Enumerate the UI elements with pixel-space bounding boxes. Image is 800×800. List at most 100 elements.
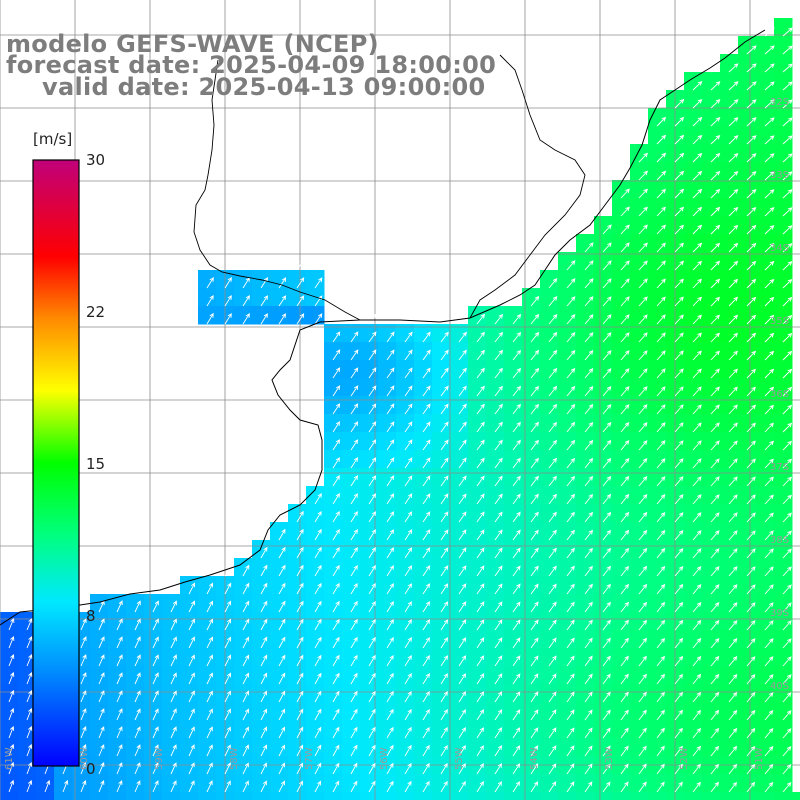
wind-arrow	[764, 45, 775, 55]
wind-speed-cell	[576, 648, 595, 667]
wind-arrow	[764, 332, 775, 343]
wind-speed-cell	[594, 684, 613, 703]
wind-speed-cell	[738, 324, 757, 343]
wind-speed-cell	[576, 252, 595, 271]
wind-arrow	[638, 547, 648, 559]
wind-arrow	[512, 493, 521, 505]
wind-speed-cell	[630, 702, 649, 721]
wind-speed-cell	[342, 540, 361, 559]
wind-speed-cell	[540, 774, 559, 793]
wind-arrow	[764, 27, 775, 37]
wind-speed-cell	[432, 648, 451, 667]
wind-arrow	[638, 152, 648, 163]
wind-arrow	[422, 744, 430, 757]
wind-speed-cell	[774, 450, 793, 469]
wind-arrow	[368, 529, 376, 541]
wind-speed-cell	[396, 612, 415, 631]
wind-arrow	[674, 583, 684, 595]
wind-arrow	[728, 602, 738, 613]
wind-arrow	[116, 708, 123, 721]
wind-arrow	[494, 511, 503, 523]
wind-speed-cell	[756, 252, 775, 271]
wind-arrow	[584, 655, 593, 667]
wind-arrow	[278, 582, 286, 595]
wind-arrow	[458, 673, 467, 685]
wind-speed-cell	[648, 504, 667, 523]
wind-arrow	[350, 493, 358, 505]
wind-speed-cell	[594, 396, 613, 415]
wind-speed-cell	[252, 792, 271, 800]
wind-speed-cell	[702, 252, 721, 271]
wind-speed-cell	[540, 666, 559, 685]
wind-arrow	[26, 671, 33, 685]
wind-speed-cell	[234, 270, 253, 289]
wind-speed-cell	[414, 342, 433, 361]
wind-speed-cell	[396, 324, 415, 343]
wind-arrow	[530, 349, 540, 361]
wind-arrow	[494, 475, 503, 487]
wind-arrow	[404, 565, 413, 577]
wind-speed-cell	[180, 684, 199, 703]
wind-arrow	[350, 636, 358, 649]
wind-arrow	[494, 727, 503, 739]
wind-arrow	[440, 421, 449, 433]
wind-arrow	[620, 475, 630, 487]
wind-speed-cell	[684, 252, 703, 271]
wind-arrow	[746, 99, 757, 109]
wind-speed-cell	[504, 684, 523, 703]
wind-speed-cell	[684, 324, 703, 343]
wind-speed-cell	[594, 414, 613, 433]
wind-arrow	[674, 512, 684, 523]
wind-arrow	[98, 761, 105, 775]
wind-arrow	[422, 780, 430, 793]
longitude-label: 55W	[454, 747, 465, 770]
wind-arrow	[620, 386, 630, 397]
wind-speed-cell	[684, 774, 703, 793]
wind-speed-cell	[684, 702, 703, 721]
wind-arrow	[746, 171, 757, 181]
brazil-uruguay-border	[469, 54, 586, 319]
wind-arrow	[782, 153, 793, 163]
wind-speed-cell	[270, 630, 289, 649]
wind-arrow	[458, 493, 467, 505]
wind-speed-cell	[342, 342, 361, 361]
wind-arrow	[476, 583, 485, 595]
wind-speed-cell	[522, 720, 541, 739]
wind-arrow	[8, 635, 15, 649]
wind-speed-cell	[486, 378, 505, 397]
wind-speed-cell	[360, 450, 379, 469]
wind-arrow	[242, 636, 250, 649]
wind-speed-cell	[648, 558, 667, 577]
wind-arrow	[548, 691, 557, 703]
wind-arrow	[782, 45, 793, 55]
wind-speed-cell	[468, 774, 487, 793]
wind-speed-cell	[252, 630, 271, 649]
wind-arrow	[548, 367, 558, 379]
wind-arrow	[422, 439, 431, 451]
wind-arrow	[566, 637, 575, 649]
wind-speed-cell	[234, 684, 253, 703]
wind-arrow	[512, 367, 522, 379]
wind-speed-cell	[324, 558, 343, 577]
wind-arrow	[494, 565, 503, 577]
wind-arrow	[476, 439, 485, 451]
wind-speed-cell	[648, 180, 667, 199]
wind-speed-cell	[378, 630, 397, 649]
wind-speed-cell	[288, 594, 307, 613]
wind-arrow	[710, 188, 721, 199]
wind-speed-cell	[198, 792, 217, 800]
wind-arrow	[458, 349, 467, 361]
wind-arrow	[458, 439, 467, 451]
wind-speed-cell	[738, 738, 757, 757]
wind-speed-cell	[414, 360, 433, 379]
wind-speed-cell	[504, 774, 523, 793]
wind-arrow	[728, 422, 738, 433]
wind-arrow	[692, 619, 702, 631]
wind-arrow	[782, 135, 793, 145]
wind-arrow	[602, 619, 611, 631]
wind-arrow	[656, 278, 666, 289]
wind-arrow	[764, 135, 775, 145]
wind-speed-cell	[738, 288, 757, 307]
wind-arrow	[8, 689, 15, 703]
wind-arrow	[746, 763, 756, 775]
